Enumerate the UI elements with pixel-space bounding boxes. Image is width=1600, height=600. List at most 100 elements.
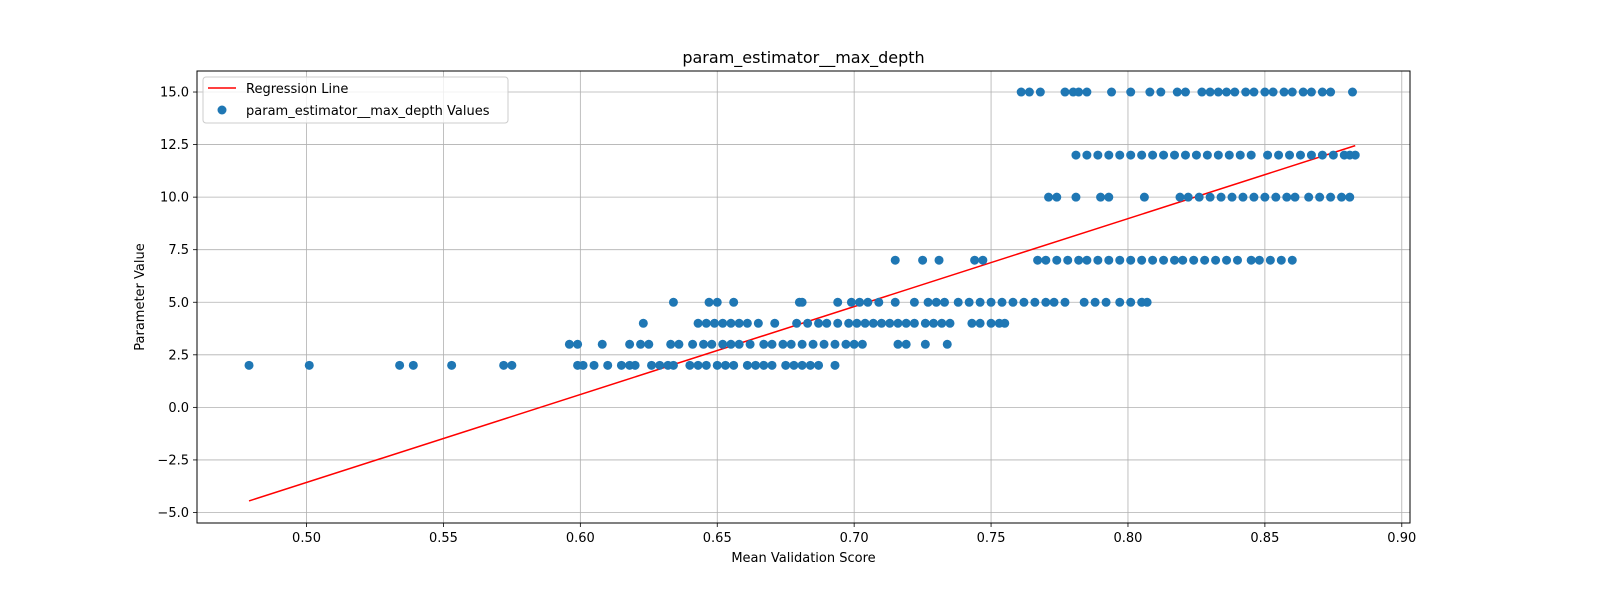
scatter-point [1235, 150, 1245, 160]
scatter-point [1249, 192, 1259, 202]
scatter-point [863, 297, 873, 307]
scatter-point [901, 318, 911, 328]
scatter-point [1189, 255, 1199, 265]
scatter-point [704, 297, 714, 307]
scatter-point [1019, 297, 1029, 307]
scatter-point [868, 318, 878, 328]
scatter-point [1265, 255, 1275, 265]
scatter-point [1137, 150, 1147, 160]
scatter-point [808, 339, 818, 349]
scatter-point [1350, 150, 1360, 160]
scatter-point [792, 318, 802, 328]
scatter-point [507, 360, 517, 370]
scatter-point [759, 339, 769, 349]
scatter-point [603, 360, 613, 370]
scatter-point [1093, 150, 1103, 160]
scatter-point [304, 360, 314, 370]
scatter-point [986, 318, 996, 328]
scatter-point [726, 339, 736, 349]
scatter-point [822, 318, 832, 328]
scatter-point [1345, 192, 1355, 202]
axis-ticks: 0.50 0.55 0.60 0.65 0.70 0.75 0.80 0.85 0.90 −5.0… [157, 86, 1416, 546]
scatter-point [1101, 297, 1111, 307]
scatter-point [1030, 297, 1040, 307]
scatter-point [1093, 255, 1103, 265]
scatter-point [918, 255, 928, 265]
scatter-point [666, 339, 676, 349]
scatter-point [1052, 255, 1062, 265]
y-tick-label: 10.0 [160, 191, 189, 206]
scatter-point [1290, 192, 1300, 202]
scatter-point [564, 339, 574, 349]
scatter-point [923, 297, 933, 307]
x-tick-label: 0.75 [977, 531, 1006, 546]
x-tick-label: 0.90 [1387, 531, 1416, 546]
scatter-point [934, 255, 944, 265]
scatter-point [846, 297, 856, 307]
scatter-point [920, 339, 930, 349]
scatter-point [1222, 87, 1232, 97]
scatter-point [1052, 192, 1062, 202]
scatter-point [945, 318, 955, 328]
scatter-point [1082, 255, 1092, 265]
scatter-point [1230, 87, 1240, 97]
scatter-point [1317, 87, 1327, 97]
scatter-point [1268, 87, 1278, 97]
scatter-point [751, 360, 761, 370]
scatter-point [1142, 297, 1152, 307]
scatter-point [710, 318, 720, 328]
x-tick-label: 0.70 [840, 531, 869, 546]
scatter-point [1326, 192, 1336, 202]
scatter-point [1306, 87, 1316, 97]
scatter-point [797, 339, 807, 349]
scatter-point [781, 360, 791, 370]
x-axis-label: Mean Validation Score [731, 551, 875, 566]
scatter-point [630, 360, 640, 370]
scatter-point [849, 339, 859, 349]
scatter-point [1224, 150, 1234, 160]
scatter-point [1238, 192, 1248, 202]
scatter-point [734, 318, 744, 328]
scatter-point [1016, 87, 1026, 97]
legend-box [202, 76, 509, 124]
regression-line-layer [248, 144, 1356, 502]
scatter-point [693, 360, 703, 370]
scatter-point [770, 318, 780, 328]
scatter-point [964, 297, 974, 307]
scatter-point [1159, 150, 1169, 160]
scatter-point [1211, 255, 1221, 265]
scatter-point [1107, 87, 1117, 97]
y-tick-label: 0.0 [168, 401, 189, 416]
scatter-point [1041, 255, 1051, 265]
scatter-point [759, 360, 769, 370]
scatter-point [841, 339, 851, 349]
scatter-point [1216, 192, 1226, 202]
legend-values-swatch [217, 105, 227, 115]
scatter-point [1200, 255, 1210, 265]
scatter-point [1071, 192, 1081, 202]
scatter-point [803, 318, 813, 328]
scatter-point [1304, 192, 1314, 202]
scatter-point [1082, 87, 1092, 97]
scatter-point [244, 360, 254, 370]
scatter-point [1126, 87, 1136, 97]
scatter-point [701, 318, 711, 328]
scatter-point [1074, 87, 1084, 97]
scatter-point [978, 255, 988, 265]
scatter-point [1044, 192, 1054, 202]
scatter-point [920, 318, 930, 328]
scatter-point [1260, 87, 1270, 97]
scatter-point [499, 360, 509, 370]
scatter-point [1315, 192, 1325, 202]
scatter-point [1180, 150, 1190, 160]
scatter-point [1246, 150, 1256, 160]
scatter-point [1194, 192, 1204, 202]
scatter-point [1328, 150, 1338, 160]
scatter-point [1148, 255, 1158, 265]
legend: Regression Line param_estimator__max_dep… [202, 76, 509, 124]
scatter-point [742, 360, 752, 370]
scatter-point [1063, 255, 1073, 265]
scatter-point [1197, 87, 1207, 97]
scatter-point [1276, 255, 1286, 265]
